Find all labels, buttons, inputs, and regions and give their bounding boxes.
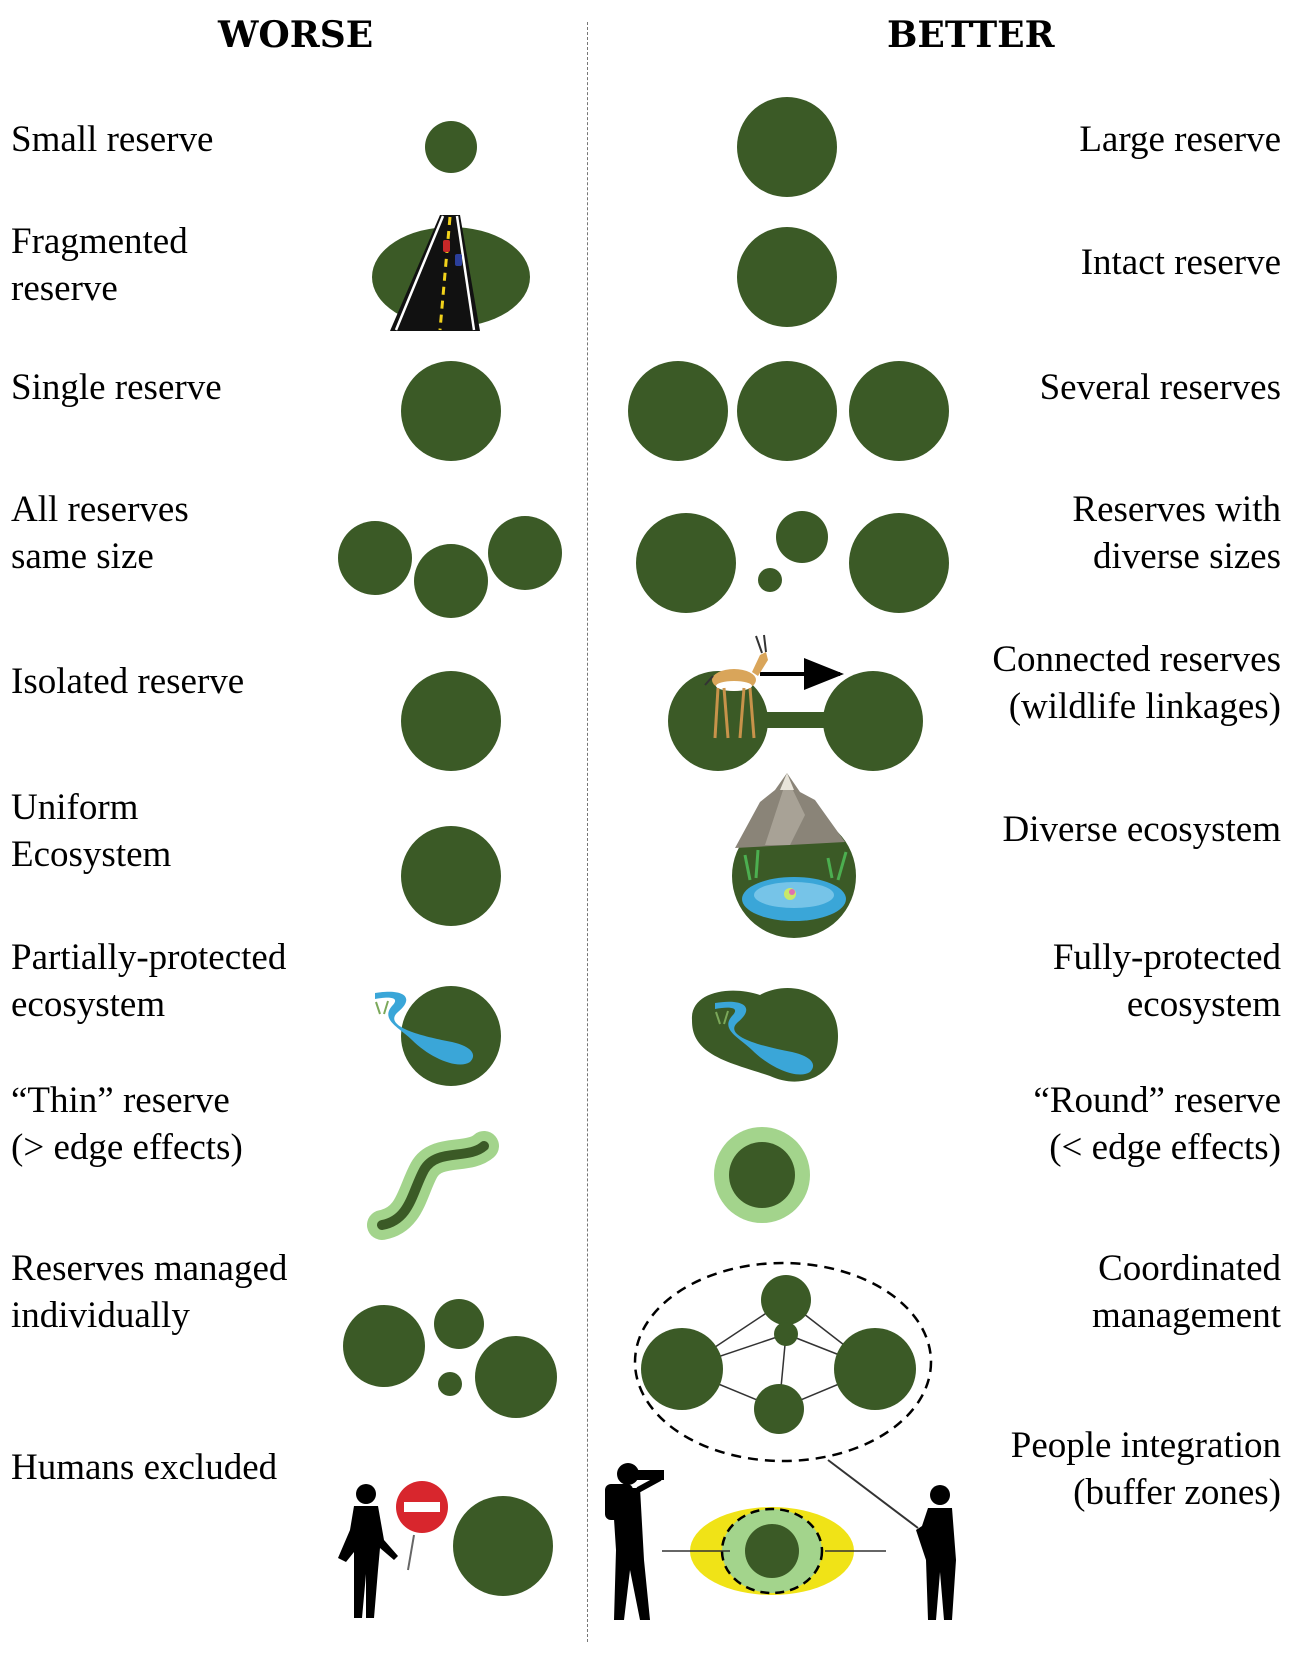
- photographer-silhouette-icon: [605, 1463, 664, 1620]
- label-uniform-ecosystem: Uniform Ecosystem: [11, 787, 172, 875]
- label-diverse-ecosystem: Diverse ecosystem: [1002, 809, 1281, 850]
- label-diverse-size-reserves: Reserves with diverse sizes: [1072, 489, 1281, 577]
- individual-reserve-4: [475, 1336, 557, 1418]
- label-fully-protected: Fully-protected ecosystem: [1052, 937, 1281, 1025]
- river-icon-protected: [715, 1001, 814, 1075]
- center-divider: [587, 22, 588, 1642]
- label-large-reserve: Large reserve: [1079, 119, 1281, 160]
- person-silhouette-icon: [338, 1484, 398, 1618]
- label-intact-reserve: Intact reserve: [1080, 242, 1281, 283]
- same-size-reserve-2: [414, 544, 488, 618]
- label-connected-reserves: Connected reserves (wildlife linkages): [992, 639, 1281, 727]
- gazelle-icon: [704, 634, 768, 739]
- worse-header: WORSE: [218, 14, 374, 56]
- label-single-reserve: Single reserve: [11, 367, 222, 408]
- label-thin-reserve: “Thin” reserve (> edge effects): [11, 1080, 243, 1168]
- large-reserve: [737, 97, 837, 197]
- fully-protected-ecosystem: [691, 987, 838, 1082]
- label-people-integration: People integration (buffer zones): [1010, 1425, 1281, 1513]
- label-isolated-reserve: Isolated reserve: [11, 661, 245, 702]
- connected-reserves: [668, 671, 923, 771]
- road-icon: [390, 215, 480, 331]
- individual-reserve-1: [343, 1305, 425, 1387]
- diverse-reserve-small: [758, 568, 782, 592]
- label-fragmented-reserve: Fragmented reserve: [11, 221, 188, 309]
- several-reserve-1: [628, 361, 728, 461]
- mountain-icon: [735, 773, 845, 848]
- fisherman-silhouette-icon: [827, 1459, 956, 1620]
- label-several-reserves: Several reserves: [1039, 367, 1281, 408]
- label-small-reserve: Small reserve: [11, 119, 214, 160]
- isolated-reserve: [401, 671, 501, 771]
- river-icon: [375, 991, 474, 1065]
- round-reserve: [714, 1127, 810, 1223]
- diverse-reserve-medium: [776, 511, 828, 563]
- single-reserve: [401, 361, 501, 461]
- diverse-reserve-large-1: [636, 513, 736, 613]
- better-header: BETTER: [887, 14, 1055, 56]
- intact-reserve: [737, 227, 837, 327]
- coordinated-management-network: [633, 1261, 933, 1463]
- thin-reserve: [367, 1131, 499, 1240]
- label-managed-individually: Reserves managed individually: [11, 1248, 288, 1336]
- excluded-reserve: [453, 1496, 553, 1596]
- uniform-ecosystem-reserve: [401, 826, 501, 926]
- buffer-zone-reserve: [662, 1507, 886, 1595]
- same-size-reserve-3: [488, 516, 562, 590]
- label-coordinated-management: Coordinated management: [1091, 1248, 1281, 1336]
- no-entry-sign-icon: [396, 1481, 448, 1571]
- partially-protected-ecosystem: [401, 986, 501, 1086]
- small-reserve: [425, 121, 477, 173]
- label-round-reserve: “Round” reserve (< edge effects): [1033, 1080, 1281, 1168]
- label-humans-excluded: Humans excluded: [11, 1447, 278, 1488]
- individual-reserve-3: [438, 1372, 462, 1396]
- individual-reserve-2: [434, 1299, 484, 1349]
- pond-icon: [742, 849, 848, 921]
- same-size-reserve-1: [338, 521, 412, 595]
- diverse-reserve-large-2: [849, 513, 949, 613]
- label-same-size-reserves: All reserves same size: [11, 489, 189, 577]
- several-reserve-3: [849, 361, 949, 461]
- several-reserve-2: [737, 361, 837, 461]
- label-partially-protected: Partially-protected ecosystem: [11, 937, 287, 1025]
